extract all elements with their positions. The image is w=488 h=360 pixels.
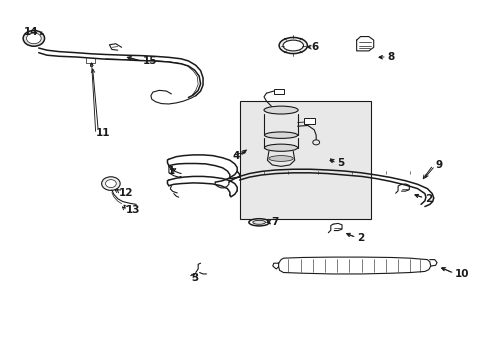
Text: 13: 13 — [126, 206, 140, 216]
Ellipse shape — [23, 31, 44, 46]
Ellipse shape — [105, 180, 116, 188]
Bar — [304, 118, 315, 125]
Text: 15: 15 — [143, 56, 157, 66]
Text: 5: 5 — [336, 158, 344, 168]
Bar — [273, 89, 284, 94]
Ellipse shape — [26, 33, 41, 44]
Ellipse shape — [279, 37, 307, 54]
Text: 1: 1 — [167, 166, 174, 176]
Text: 14: 14 — [24, 27, 39, 37]
Text: 11: 11 — [96, 129, 111, 138]
Text: 4: 4 — [232, 150, 239, 161]
Text: 3: 3 — [190, 273, 198, 283]
Ellipse shape — [264, 106, 298, 114]
Ellipse shape — [312, 140, 319, 145]
Ellipse shape — [248, 219, 269, 226]
Ellipse shape — [268, 156, 293, 161]
Text: 12: 12 — [119, 188, 133, 198]
Ellipse shape — [252, 220, 265, 224]
Text: 7: 7 — [271, 217, 278, 227]
Text: 2: 2 — [356, 233, 364, 243]
Ellipse shape — [264, 132, 297, 138]
Ellipse shape — [264, 144, 297, 151]
Ellipse shape — [102, 177, 120, 190]
Ellipse shape — [283, 40, 303, 51]
Text: 10: 10 — [454, 269, 468, 279]
Text: 6: 6 — [311, 42, 318, 51]
Text: 8: 8 — [386, 52, 394, 62]
Text: 2: 2 — [424, 194, 431, 204]
Text: 9: 9 — [435, 160, 442, 170]
Bar — [239, 101, 370, 220]
